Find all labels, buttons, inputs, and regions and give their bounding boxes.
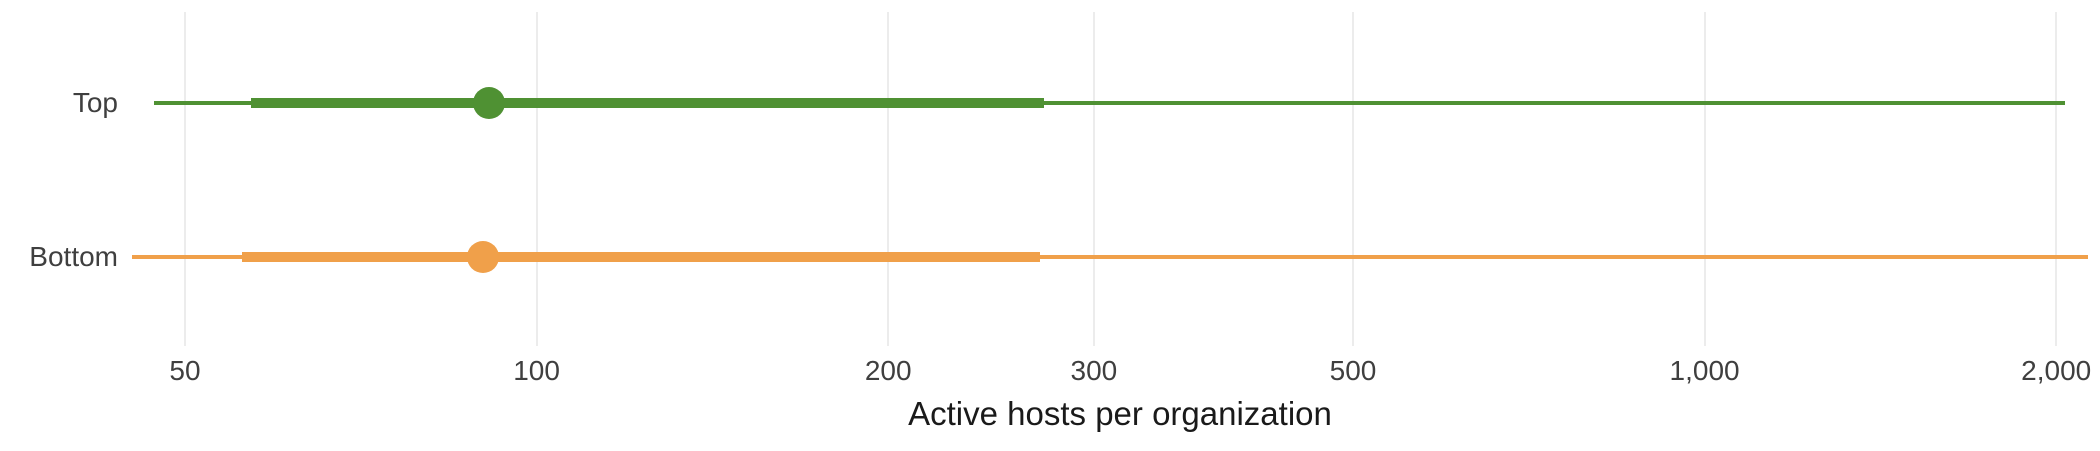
x-gridline (1703, 12, 1706, 346)
row-label: Top (72, 87, 118, 118)
range-line (131, 255, 2089, 259)
median-dot (467, 241, 500, 273)
x-tick-label: 100 (513, 355, 560, 386)
iqr-bar (242, 252, 1041, 262)
x-tick-label: 1,000 (1669, 355, 1740, 386)
x-gridline (1352, 12, 1354, 346)
x-tick-label: 500 (1329, 355, 1377, 386)
x-gridline (2055, 12, 2058, 346)
x-gridline (184, 12, 186, 346)
x-gridline (535, 12, 538, 346)
x-tick-label: 50 (169, 355, 201, 386)
median-dot (472, 87, 505, 119)
row-label: Bottom (29, 241, 118, 272)
range-line (153, 101, 2065, 105)
x-tick-label: 300 (1070, 355, 1118, 386)
iqr-bar (251, 98, 1045, 108)
x-axis-title: Active hosts per organization (908, 395, 1332, 432)
x-gridline (887, 12, 890, 346)
x-gridline (1092, 12, 1095, 346)
x-tick-label: 2,000 (2021, 355, 2092, 386)
x-tick-label: 200 (864, 355, 912, 386)
